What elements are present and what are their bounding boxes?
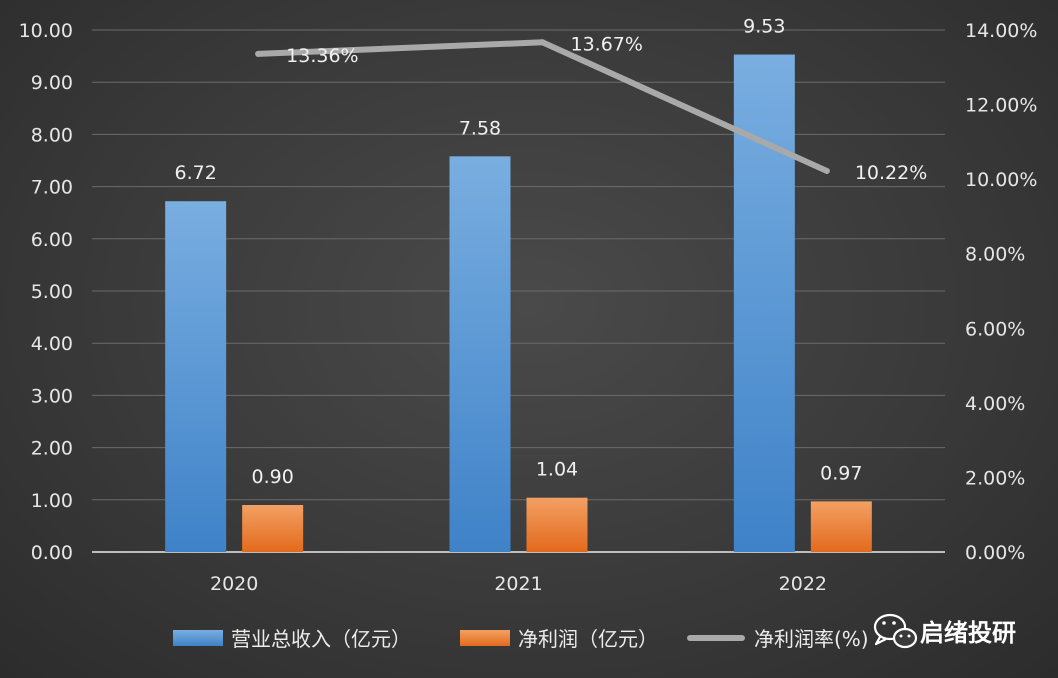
bar-data-label: 0.90 (252, 466, 294, 488)
watermark: 启绪投研 (873, 613, 1016, 649)
y-left-tick-label: 1.00 (31, 490, 73, 512)
y-axis-left: 0.00 1.00 2.00 3.00 4.00 5.00 6.00 7.00 8.00 9.00… (19, 20, 73, 564)
watermark-text: 启绪投研 (920, 619, 1016, 647)
line-point (823, 167, 830, 174)
bars: 6.72 7.58 9.53 0.90 1.04 0.97 (165, 16, 872, 553)
y-right-tick-label: 8.00% (965, 244, 1025, 266)
legend-swatch (460, 630, 510, 646)
y-left-tick-label: 3.00 (31, 385, 73, 407)
x-tick-label: 2021 (494, 573, 542, 595)
y-right-tick-label: 10.00% (965, 169, 1037, 191)
y-left-tick-label: 0.00 (31, 542, 73, 564)
legend-label: 营业总收入（亿元） (231, 627, 411, 651)
bar-data-label: 7.58 (459, 117, 501, 139)
y-left-tick-label: 4.00 (31, 333, 73, 355)
y-left-tick-label: 5.00 (31, 281, 73, 303)
bar (526, 497, 588, 552)
y-left-tick-label: 2.00 (31, 438, 73, 460)
y-right-tick-label: 4.00% (965, 393, 1025, 415)
line-series: 13.36% 13.67% 10.22% (255, 33, 927, 184)
y-left-tick-label: 8.00 (31, 124, 73, 146)
bar-data-label: 1.04 (536, 459, 578, 481)
y-left-tick-label: 6.00 (31, 229, 73, 251)
y-right-tick-label: 12.00% (965, 95, 1037, 117)
line-point (255, 50, 262, 57)
bar-data-label: 6.72 (175, 162, 217, 184)
x-axis: 2020 2021 2022 (210, 573, 827, 595)
wechat-icon (873, 613, 918, 649)
y-left-tick-label: 10.00 (19, 20, 73, 42)
y-right-tick-label: 6.00% (965, 318, 1025, 340)
y-axis-right: 0.00% 2.00% 4.00% 6.00% 8.00% 10.00% 12.00% 14.… (965, 20, 1037, 564)
line-point (539, 39, 546, 46)
bar (165, 201, 227, 552)
x-tick-label: 2020 (210, 573, 258, 595)
bar (733, 54, 795, 553)
y-right-tick-label: 0.00% (965, 542, 1025, 564)
y-right-tick-label: 2.00% (965, 467, 1025, 489)
legend-label: 净利润（亿元） (518, 627, 658, 651)
bar (242, 505, 304, 552)
legend-swatch (173, 630, 223, 646)
bar-data-label: 0.97 (820, 462, 862, 484)
bar (810, 501, 872, 552)
bar-data-label: 9.53 (743, 16, 785, 38)
x-tick-label: 2022 (779, 573, 827, 595)
legend-label: 净利润率(%) (754, 627, 869, 651)
line-data-label: 10.22% (855, 162, 927, 184)
y-left-tick-label: 7.00 (31, 177, 73, 199)
line-data-label: 13.36% (286, 45, 358, 67)
y-left-tick-label: 9.00 (31, 72, 73, 94)
gridlines (92, 29, 945, 553)
y-right-tick-label: 14.00% (965, 20, 1037, 42)
legend: 营业总收入（亿元） 净利润（亿元） 净利润率(%) (173, 627, 869, 651)
bar (449, 156, 511, 552)
line-data-label: 13.67% (571, 33, 643, 55)
